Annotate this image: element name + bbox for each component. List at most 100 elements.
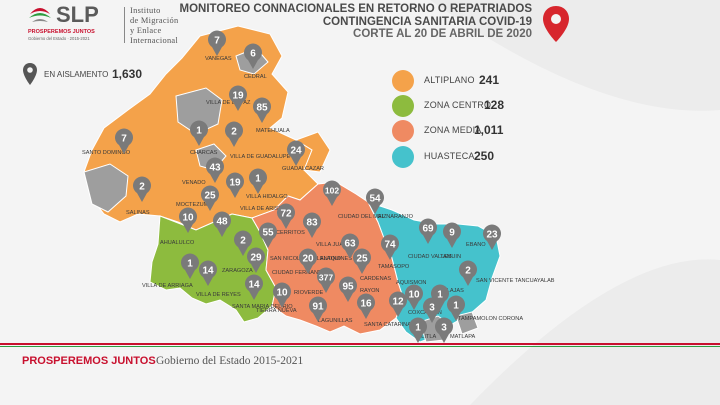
map-pin: 91 (309, 296, 327, 322)
municipio-label: AHUALULCO (160, 240, 195, 246)
map-pin: 69 (419, 218, 438, 244)
map-pin: 1 (409, 317, 427, 343)
municipio-label: VILLA JUAREZ (316, 242, 355, 248)
municipio-label: SAN VICENTE TANCUAYALAB (476, 278, 555, 284)
pin-count: 25 (204, 191, 216, 202)
municipio-label: CARDENAS (360, 276, 391, 282)
map-pin-marker-icon (246, 247, 265, 273)
map-pin-marker-icon (243, 43, 262, 69)
pin-count: 7 (214, 36, 220, 47)
title-line-3: CORTE AL 20 DE ABRIL DE 2020 (353, 28, 532, 40)
institute-name: Instituto de Migración y Enlace Internac… (130, 6, 179, 46)
map-pin-marker-icon (114, 128, 133, 154)
municipio-label: GUADALCAZAR (282, 166, 324, 172)
map-pin: 63 (341, 233, 359, 259)
region-altiplano (294, 131, 331, 173)
municipio-label: XILITLA (416, 334, 436, 340)
slp-logo: SLP PROSPEREMOS JUNTOS Gobierno del Esta… (26, 2, 206, 48)
pin-count: 10 (408, 290, 420, 301)
map-pin-marker-icon (302, 212, 321, 238)
pin-count: 23 (486, 230, 498, 241)
municipio-label: SALINAS (126, 210, 150, 216)
map-pin-marker-icon (458, 260, 477, 286)
map-pin-marker-icon (435, 317, 453, 343)
map-pin: 10 (178, 207, 197, 233)
municipio-label: RAYON (360, 288, 379, 294)
map-pin-marker-icon (198, 260, 218, 286)
map-pin: 16 (356, 293, 375, 319)
page-title: MONITOREO CONNACIONALES EN RETORNO O REP… (180, 3, 532, 41)
municipio-label: VANEGAS (205, 56, 232, 62)
institute-line: Internacional (130, 36, 179, 45)
municipio-label: SANTO DOMINGO (82, 150, 131, 156)
pin-count: 10 (276, 288, 288, 299)
map-pin: 7 (207, 30, 226, 56)
municipio-label: ALAQUINES (320, 256, 352, 262)
municipio-label: SANTA MARIA DEL RIO (232, 304, 293, 310)
map-pin-icon (23, 63, 37, 85)
legend-label: ZONA MEDIA (424, 125, 482, 135)
map-pin-marker-icon (381, 234, 400, 260)
pin-count: 9 (449, 228, 455, 239)
map-pin-marker-icon (207, 30, 226, 56)
municipio-label: TANLAJAS (436, 288, 464, 294)
map-pin-marker-icon (317, 267, 335, 293)
pin-count: 29 (250, 253, 262, 264)
pin-count: 14 (202, 266, 214, 277)
map-pin-marker-icon (180, 253, 200, 279)
legend-value: 1,011 (474, 123, 504, 137)
pin-count: 6 (250, 49, 256, 60)
map-pin-marker-icon (201, 185, 219, 211)
footer-brand: PROSPEREMOS JUNTOS (22, 355, 156, 367)
map-pin-marker-icon (446, 295, 465, 321)
municipio-label: COXCATLAN (408, 310, 442, 316)
map-pin: 2 (224, 121, 243, 147)
pin-count: 16 (360, 299, 372, 310)
logo-divider (124, 7, 125, 43)
municipio-label: VILLA HIDALGO (246, 194, 288, 200)
map-pin: 102 (323, 180, 341, 206)
municipio-label: CIUDAD FERNANDEZ (272, 270, 330, 276)
map-pin-marker-icon (431, 284, 450, 310)
legend-value: 128 (484, 98, 505, 112)
logo-brand: SLP (56, 2, 99, 27)
municipio-label: MOCTEZUMA (176, 202, 212, 208)
municipio-label: VILLA DE ARRIAGA (142, 283, 193, 289)
institute-line: de Migración (130, 16, 179, 25)
municipio-label: TAMPAMOLON CORONA (458, 316, 523, 322)
map-pin: 2 (233, 230, 253, 256)
region-no-data (83, 163, 129, 213)
pin-count: 12 (392, 297, 404, 308)
pin-count: 63 (344, 239, 356, 250)
municipio-label: TAMUIN (440, 254, 461, 260)
map-pin: 83 (302, 212, 321, 238)
map-pin: 1 (249, 168, 267, 194)
municipio-label: SANTA CATARINA (364, 322, 411, 328)
map-pin: 74 (381, 234, 400, 260)
map-pin-marker-icon (277, 203, 296, 229)
pin-count: 1 (453, 301, 459, 312)
logo-subtitle: Gobierno del Estado ∙ 2015-2021 (28, 36, 90, 41)
pin-count: 3 (429, 303, 435, 314)
map-pin: 9 (443, 222, 461, 248)
municipio-label: CIUDAD DEL MAIZ (338, 214, 387, 220)
pin-count: 1 (255, 174, 261, 185)
map-pin: 3 (423, 297, 441, 323)
municipio-label: ZARAGOZA (222, 268, 253, 274)
municipio-label: CERRITOS (276, 230, 305, 236)
pin-count: 83 (306, 218, 318, 229)
municipio-label: EBANO (466, 242, 486, 248)
map-pin-marker-icon (189, 120, 208, 146)
pin-count: 19 (232, 91, 244, 102)
map-pin: 95 (338, 276, 357, 302)
region-no-data (455, 311, 479, 335)
municipio-labels: VANEGAS CEDRAL VILLA DE LA PAZ MATEHUALA… (82, 56, 555, 340)
pin-count: 43 (209, 163, 221, 174)
map-pin-marker-icon (224, 121, 243, 147)
pin-count: 25 (356, 254, 368, 265)
map-pin: 55 (259, 222, 277, 248)
slp-emblem-icon (29, 8, 51, 22)
institute-line: Instituto (130, 6, 161, 15)
